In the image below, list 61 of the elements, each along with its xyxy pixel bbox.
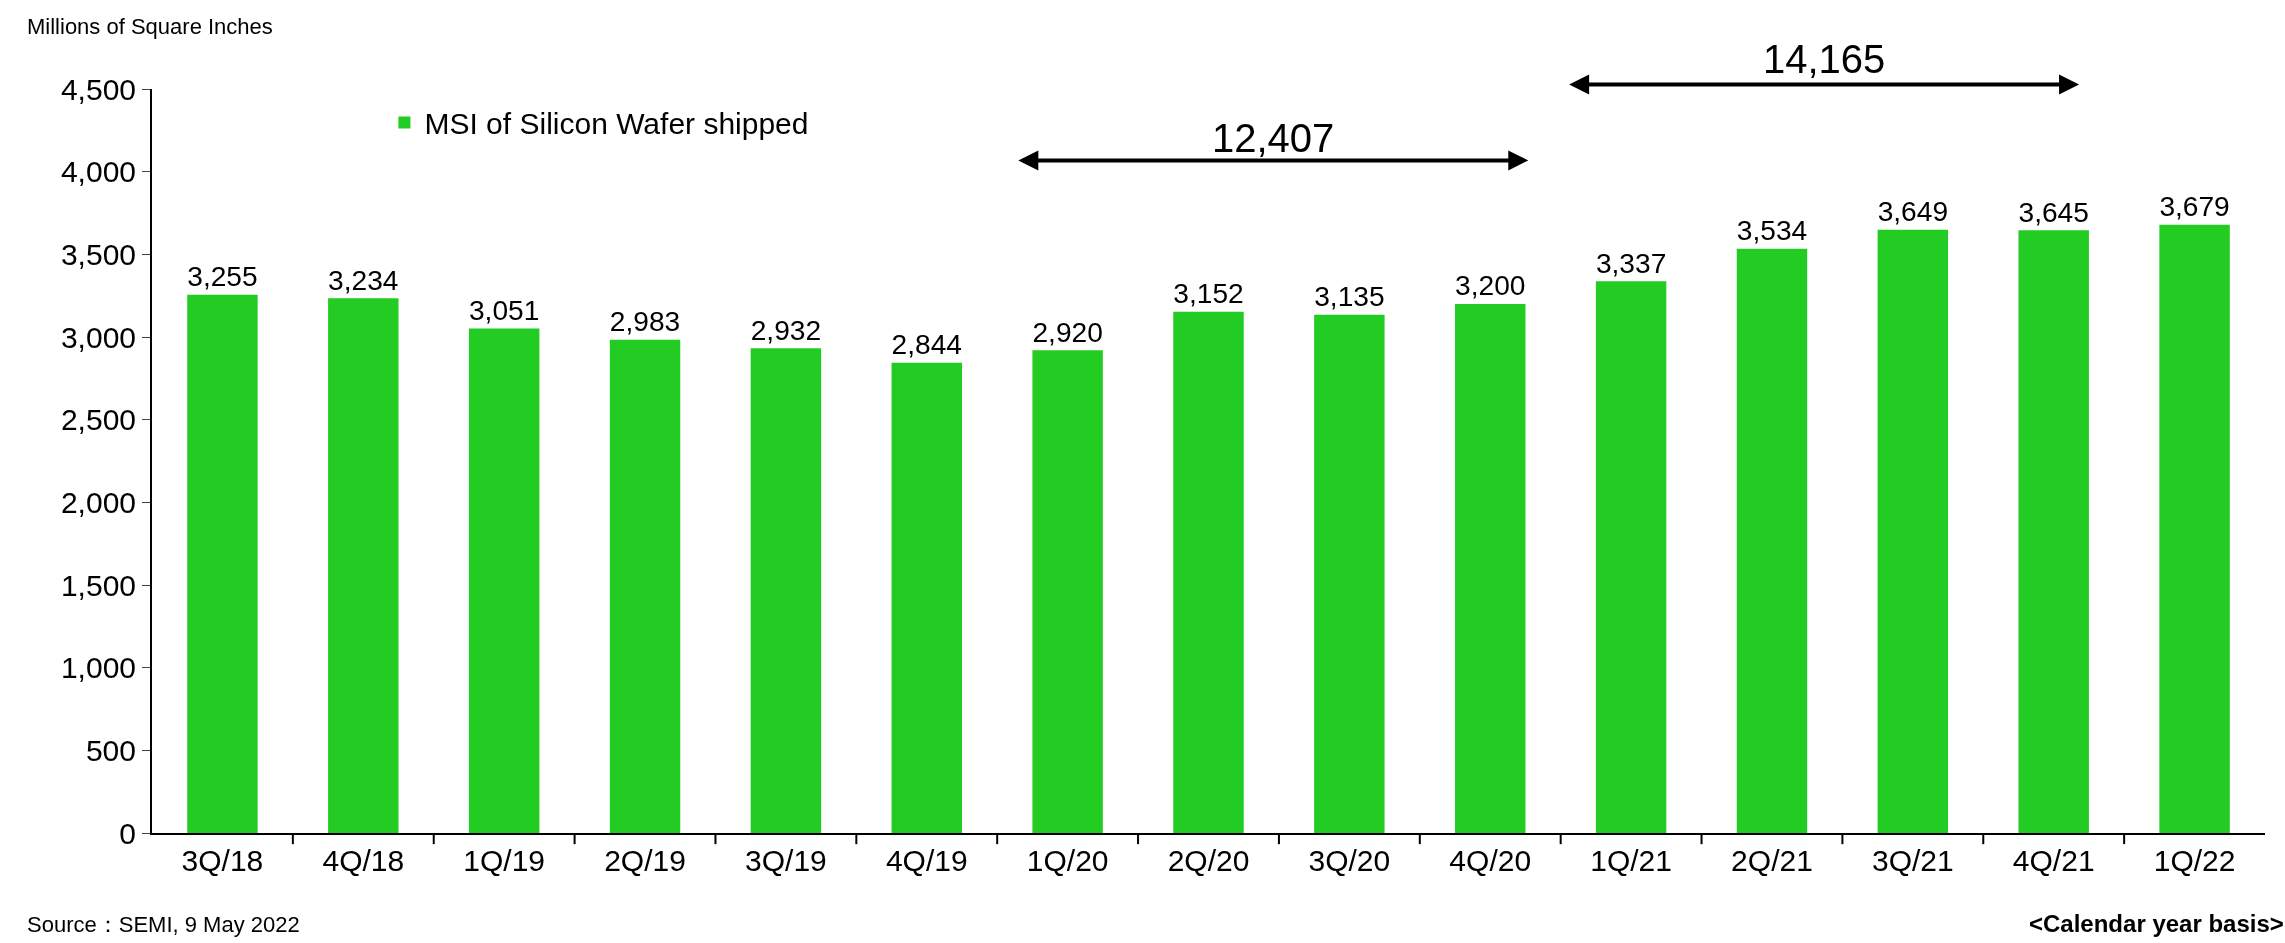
data-label: 3,051 bbox=[468, 294, 540, 326]
source-note: Source：SEMI, 9 May 2022 bbox=[27, 912, 300, 937]
data-label: 3,255 bbox=[187, 261, 258, 293]
bar bbox=[2018, 230, 2089, 833]
x-tick-label: 4Q/20 bbox=[1449, 844, 1532, 877]
data-label: 3,337 bbox=[1595, 247, 1667, 279]
bar bbox=[187, 294, 258, 833]
text: <Calendar year basis> bbox=[2029, 910, 2284, 937]
data-label: 3,152 bbox=[1173, 278, 1244, 310]
bar bbox=[1032, 350, 1103, 833]
x-tick-label: 2Q/21 bbox=[1731, 844, 1813, 877]
bar bbox=[1877, 229, 1949, 833]
data-label: 3,649 bbox=[1877, 196, 1949, 228]
x-tick-label: 1Q/21 bbox=[1590, 844, 1672, 877]
annotation: 12,407 bbox=[1212, 116, 1335, 160]
data-label: 3,645 bbox=[2018, 196, 2089, 228]
data-label: 2,920 bbox=[1032, 316, 1103, 348]
y-tick-label: 3,000 bbox=[60, 320, 136, 354]
x-tick-label: 3Q/19 bbox=[745, 844, 827, 877]
x-tick-label: 2Q/19 bbox=[604, 844, 686, 877]
x-tick-label: 2Q/20 bbox=[1167, 844, 1250, 877]
bar bbox=[1173, 311, 1244, 833]
y-tick-label: 500 bbox=[85, 733, 136, 767]
data-label: 3,534 bbox=[1736, 215, 1808, 247]
bar bbox=[609, 339, 681, 833]
y-tick-label: 3,500 bbox=[60, 237, 136, 271]
bar bbox=[750, 348, 822, 833]
x-tick-label: 3Q/20 bbox=[1308, 844, 1391, 877]
x-tick-label: 1Q/22 bbox=[2153, 844, 2236, 877]
y-tick-label: 2,500 bbox=[60, 403, 136, 437]
data-label: 2,932 bbox=[750, 314, 822, 346]
bar bbox=[891, 362, 962, 833]
x-tick-label: 1Q/19 bbox=[463, 844, 546, 877]
data-label: 3,200 bbox=[1455, 270, 1526, 302]
y-tick-label: 2,000 bbox=[60, 485, 136, 519]
data-label: 3,135 bbox=[1314, 281, 1385, 313]
bar bbox=[1314, 314, 1385, 833]
x-tick-label: 4Q/19 bbox=[885, 844, 968, 877]
x-tick-label: 4Q/21 bbox=[2012, 844, 2095, 877]
y-axis-title: Millions of Square Inches bbox=[27, 14, 273, 39]
bar bbox=[1736, 248, 1808, 833]
y-tick-label: 4,500 bbox=[60, 72, 136, 106]
text: 14,165 bbox=[1763, 37, 1886, 81]
x-tick-label: 3Q/21 bbox=[1871, 844, 1954, 877]
bar bbox=[1595, 281, 1667, 833]
data-label: 2,983 bbox=[609, 306, 681, 338]
legend-label: MSI of Silicon Wafer shipped bbox=[424, 107, 809, 141]
bar bbox=[328, 298, 399, 833]
data-label: 3,234 bbox=[328, 264, 399, 296]
x-tick-label: 3Q/18 bbox=[181, 844, 264, 877]
bar bbox=[2159, 224, 2230, 833]
x-tick-label: 4Q/18 bbox=[322, 844, 405, 877]
y-tick-label: 1,000 bbox=[60, 651, 136, 685]
y-tick-label: 4,000 bbox=[60, 155, 136, 189]
x-tick-label: 1Q/20 bbox=[1026, 844, 1109, 877]
bar bbox=[468, 328, 540, 833]
y-tick-label: 1,500 bbox=[60, 568, 136, 602]
data-label: 2,844 bbox=[891, 329, 962, 361]
y-tick-label: 0 bbox=[119, 816, 136, 850]
data-label: 3,679 bbox=[2159, 191, 2230, 223]
bar bbox=[1455, 303, 1526, 833]
